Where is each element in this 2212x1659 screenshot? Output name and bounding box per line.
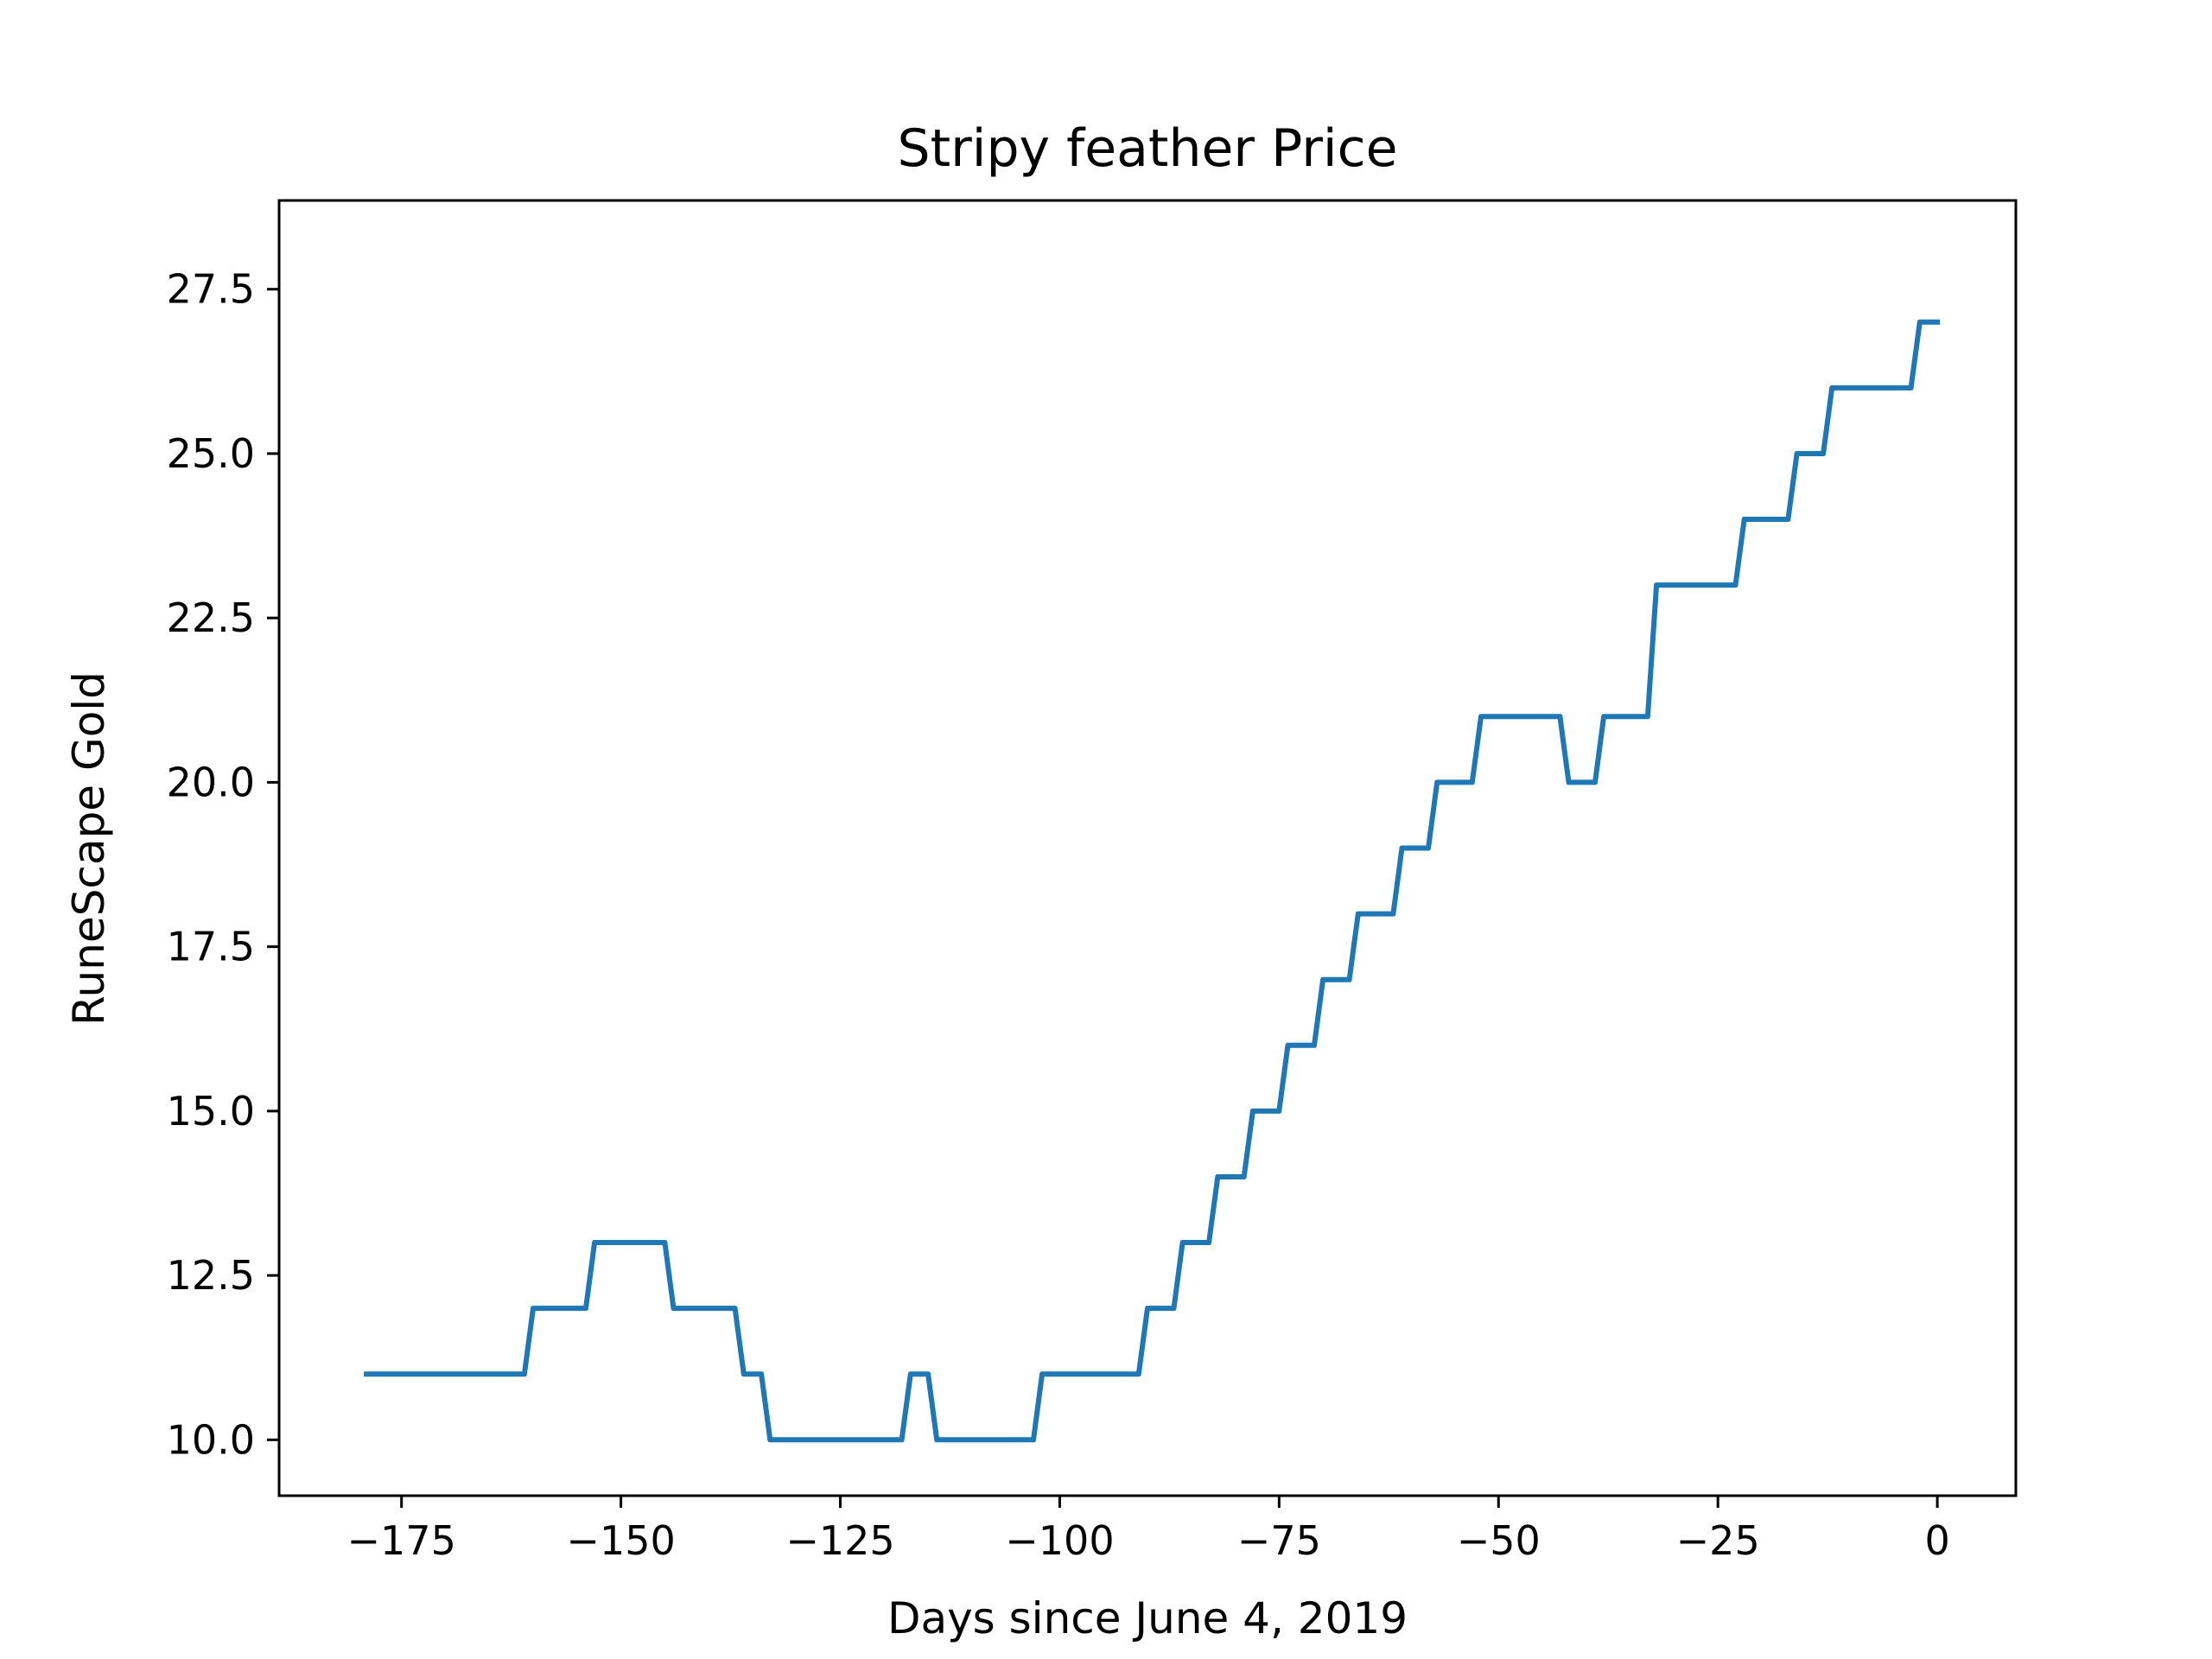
y-tick-label: 17.5 <box>167 924 255 970</box>
y-tick-label: 20.0 <box>167 759 255 805</box>
x-tick-label: −150 <box>566 1517 675 1564</box>
axes-frame <box>277 199 2018 1497</box>
x-tick-label: −100 <box>1005 1517 1114 1564</box>
x-tick-label: −175 <box>347 1517 456 1564</box>
y-tick-label: 25.0 <box>167 430 255 477</box>
x-tick-label: −75 <box>1237 1517 1321 1564</box>
x-axis-label: Days since June 4, 2019 <box>887 1593 1408 1643</box>
y-tick-label: 12.5 <box>167 1252 255 1299</box>
plot-area <box>364 319 1941 1443</box>
y-axis: 10.0 12.5 15.0 17.5 20.0 22.5 25.0 27.5 <box>167 266 279 1463</box>
y-axis-label: RuneScape Gold <box>64 671 114 1026</box>
chart-title: Stripy feather Price <box>898 118 1398 179</box>
x-tick-label: 0 <box>1924 1517 1949 1564</box>
series-line-0 <box>364 319 1941 1443</box>
x-tick-label: −125 <box>785 1517 894 1564</box>
y-tick-label: 22.5 <box>167 594 255 641</box>
x-tick-label: −25 <box>1676 1517 1760 1564</box>
y-tick-label: 15.0 <box>167 1088 255 1135</box>
x-tick-label: −50 <box>1457 1517 1541 1564</box>
y-tick-label: 27.5 <box>167 266 255 313</box>
x-axis: −175 −150 −125 −100 −75 −50 −25 0 <box>347 1496 1950 1564</box>
y-tick-label: 10.0 <box>167 1416 255 1463</box>
